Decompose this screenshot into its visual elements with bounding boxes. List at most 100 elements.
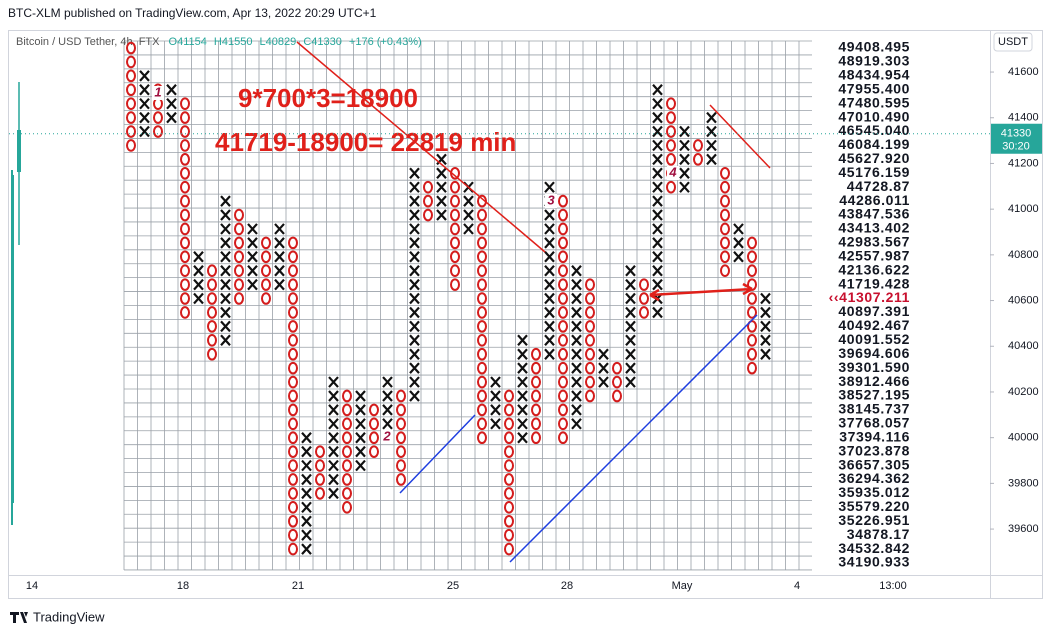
- x-box: [274, 223, 285, 235]
- x-box: [760, 306, 771, 319]
- trend-line: [709, 104, 771, 169]
- o-box: [342, 445, 352, 458]
- o-box: [396, 403, 406, 417]
- currency-button[interactable]: [993, 32, 1033, 52]
- x-box: [544, 278, 555, 291]
- pnf-column: [558, 194, 568, 445]
- pnf-column: [247, 223, 258, 291]
- o-box: [747, 306, 757, 319]
- x-box: [220, 251, 231, 263]
- x-box: [436, 167, 447, 180]
- pnf-column: [139, 70, 150, 138]
- x-box: [652, 84, 663, 96]
- x-box: [409, 278, 420, 291]
- o-box: [288, 236, 298, 250]
- o-box: [477, 250, 487, 264]
- x-box: [220, 264, 231, 277]
- x-box: [409, 334, 420, 347]
- o-box: [342, 459, 352, 472]
- x-box: [139, 84, 150, 96]
- pnf-column: [126, 41, 136, 152]
- o-box: [180, 264, 190, 278]
- box-level-label: 48919.303: [838, 53, 910, 69]
- annotation: 41719-18900= 22819 min: [215, 127, 516, 157]
- arrow: [649, 282, 753, 302]
- pnf-column: [477, 194, 487, 445]
- x-box: [625, 376, 636, 388]
- x-box: [544, 264, 555, 277]
- o-box: [477, 361, 487, 375]
- number-bg: [381, 430, 393, 444]
- o-box: [315, 473, 325, 486]
- x-box: [409, 348, 420, 360]
- price-tick-label: 41400: [1008, 112, 1039, 124]
- o-box: [342, 389, 352, 403]
- x-box: [193, 292, 204, 305]
- x-box: [760, 334, 771, 347]
- o-box: [180, 125, 190, 138]
- o-box: [369, 417, 379, 431]
- o-box: [315, 487, 325, 500]
- x-box: [301, 501, 312, 514]
- o-box: [747, 236, 757, 250]
- box-level-label: 39694.606: [838, 345, 910, 361]
- pnf-column: [369, 403, 379, 458]
- price-tick-label: 40600: [1008, 294, 1039, 306]
- o-box: [504, 459, 514, 472]
- o-box: [639, 292, 649, 305]
- o-box: [720, 236, 730, 250]
- pnf-column: [490, 376, 501, 430]
- legend: Bitcoin / USD Tether, 4h, FTX O41154 H41…: [16, 36, 422, 48]
- x-box: [355, 404, 366, 416]
- o-box: [126, 97, 136, 110]
- o-box: [558, 375, 568, 389]
- x-box: [679, 181, 690, 193]
- o-box: [639, 278, 649, 291]
- x-box: [301, 543, 312, 555]
- box-level-label: 35226.951: [838, 512, 910, 528]
- price-tick-label: 40200: [1008, 386, 1039, 398]
- o-box: [288, 375, 298, 389]
- pnf-column: [517, 334, 528, 444]
- x-box: [544, 181, 555, 193]
- published-line: BTC-XLM published on TradingView.com, Ap…: [8, 6, 377, 20]
- o-box: [477, 417, 487, 431]
- o-box: [126, 55, 136, 69]
- o-box: [342, 431, 352, 445]
- x-box: [571, 264, 582, 277]
- o-box: [747, 264, 757, 278]
- pnf-column: [531, 347, 541, 445]
- price-tick-label: 40800: [1008, 249, 1039, 261]
- box-level-label: 44286.011: [839, 192, 910, 208]
- pnf-column: [747, 236, 757, 375]
- o-box: [288, 292, 298, 305]
- low: L40829: [260, 36, 297, 48]
- box-level-label: 36294.362: [838, 470, 910, 486]
- o-box: [477, 278, 487, 291]
- x-box: [625, 320, 636, 333]
- o-box: [747, 361, 757, 375]
- x-box: [382, 390, 393, 402]
- o-box: [558, 403, 568, 417]
- pnf-column: [598, 348, 609, 388]
- pnf-column: [342, 389, 352, 514]
- currency[interactable]: USDT: [998, 36, 1028, 48]
- pnf-column: [180, 97, 190, 319]
- o-box: [288, 333, 298, 347]
- o-box: [396, 459, 406, 472]
- x-box: [247, 223, 258, 235]
- o-box: [693, 153, 703, 166]
- o-box: [180, 292, 190, 305]
- o-box: [288, 501, 298, 514]
- x-box: [571, 376, 582, 388]
- o-box: [207, 278, 217, 291]
- o-box: [558, 306, 568, 319]
- x-box: [625, 362, 636, 374]
- o-box: [639, 306, 649, 319]
- o-box: [207, 292, 217, 305]
- x-box: [760, 292, 771, 305]
- x-box: [652, 306, 663, 319]
- x-box: [220, 209, 231, 221]
- x-box: [544, 223, 555, 235]
